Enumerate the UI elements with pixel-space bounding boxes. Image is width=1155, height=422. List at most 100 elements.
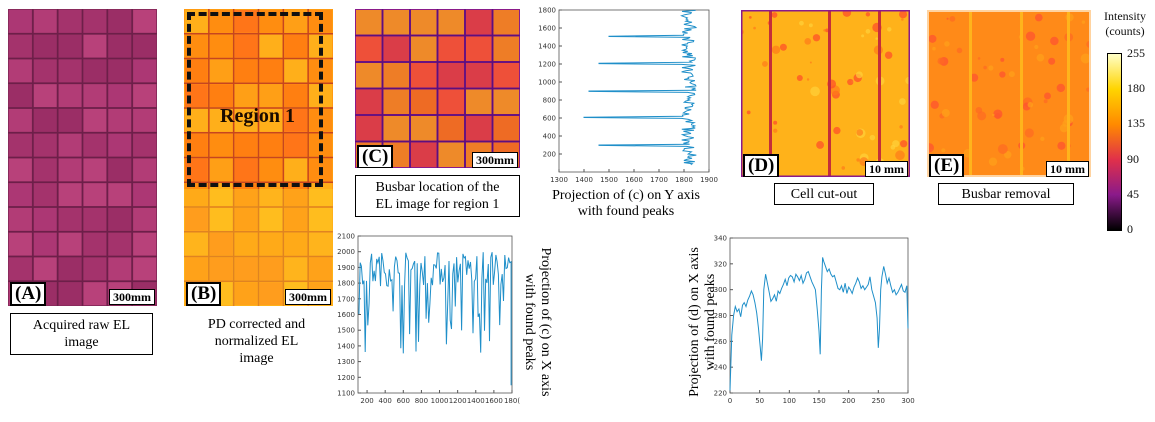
- solar-cell: [438, 36, 464, 61]
- x-tick-label: 1600: [485, 397, 503, 405]
- solar-cell: [83, 282, 107, 305]
- solar-cell: [58, 34, 82, 58]
- solar-cell: [438, 142, 464, 167]
- y-tick-label: 200: [543, 151, 556, 159]
- solar-cell: [309, 208, 332, 231]
- solar-cell: [356, 116, 382, 141]
- defect-spot: [930, 100, 939, 109]
- solar-cell: [9, 109, 32, 132]
- projection-line: [358, 252, 512, 386]
- defect-spot: [804, 37, 812, 45]
- y-tick-label: 1200: [337, 374, 355, 382]
- defect-spot: [941, 109, 950, 117]
- projection-y-caption-line-1: Projection of (c) on Y axis: [552, 188, 700, 203]
- x-tick-label: 250: [872, 397, 885, 405]
- defect-spot: [1044, 92, 1051, 100]
- solar-cell: [133, 257, 156, 281]
- solar-cell: [133, 34, 156, 58]
- solar-cell: [383, 10, 409, 35]
- defect-spot: [796, 74, 803, 81]
- defect-spot: [890, 144, 896, 150]
- solar-cell: [234, 208, 258, 231]
- solar-cell: [259, 232, 283, 256]
- defect-spot: [983, 65, 987, 70]
- panel-d-caption: Cell cut-out: [774, 183, 874, 205]
- defect-spot: [932, 46, 936, 51]
- busbar-line: [969, 10, 972, 177]
- cell-cutout-image: [741, 10, 910, 177]
- defect-spot: [809, 61, 812, 64]
- solar-cell: [234, 133, 258, 157]
- solar-cell: [133, 84, 156, 107]
- solar-cell: [466, 116, 492, 141]
- panel-c-tag: (C): [357, 145, 394, 168]
- solar-cell: [209, 232, 233, 256]
- x-tick-label: 50: [755, 397, 764, 405]
- defect-spot: [875, 37, 878, 40]
- y-tick-label: 600: [543, 115, 556, 123]
- solar-cell: [356, 63, 382, 88]
- busbar-line: [769, 10, 772, 177]
- defect-spot: [1008, 71, 1015, 78]
- solar-cell: [108, 232, 132, 256]
- y-tick-label: 1200: [538, 61, 556, 69]
- defect-spot: [869, 134, 876, 141]
- solar-cell: [259, 133, 283, 157]
- colorbar-tick-label: 255: [1127, 46, 1145, 60]
- defect-spot: [865, 12, 871, 17]
- y-tick-label: 260: [714, 338, 727, 346]
- x-tick-label: 150: [812, 397, 825, 405]
- defect-spot: [810, 86, 820, 97]
- x-tick-label: 1900: [700, 176, 718, 184]
- defect-spot: [823, 29, 826, 32]
- defect-spot: [1034, 13, 1043, 22]
- panel-a-caption-line-2: image: [64, 335, 99, 350]
- solar-cell: [284, 34, 308, 58]
- defect-spot: [779, 43, 787, 51]
- solar-cell: [284, 109, 308, 132]
- panel-a-caption: Acquired raw EL image: [10, 313, 153, 355]
- solar-cell: [33, 109, 57, 132]
- y-tick-label: 2100: [337, 233, 355, 241]
- solar-cell: [133, 158, 156, 182]
- colorbar-tick-label: 0: [1127, 222, 1133, 236]
- solar-cell: [259, 183, 283, 206]
- solar-cell: [83, 59, 107, 83]
- defect-spot: [949, 15, 956, 22]
- defect-spot: [899, 98, 906, 105]
- solar-cell: [108, 10, 132, 33]
- solar-cell: [9, 183, 32, 206]
- solar-cell: [185, 232, 208, 256]
- solar-cell: [58, 183, 82, 206]
- projection-line: [583, 9, 698, 166]
- solar-cell: [234, 158, 258, 182]
- projection-x-d-chart: 0 50 100 150 200 250 300 220 240 260 280 300 320 340: [714, 235, 915, 406]
- solar-cell: [234, 84, 258, 107]
- x-tick-label: 0: [728, 397, 732, 405]
- defect-spot: [773, 120, 778, 125]
- x-tick-label: 400: [378, 397, 391, 405]
- solar-cell: [383, 89, 409, 114]
- plot-area: [357, 235, 513, 394]
- panel-c-caption-line-1: Busbar location of the: [375, 180, 500, 195]
- x-tick-label: 600: [397, 397, 410, 405]
- defect-spot: [1057, 141, 1066, 150]
- panel-b-corrected-el-image: Region 1 (B) 300mm: [184, 9, 333, 306]
- busbar-line: [878, 10, 881, 177]
- solar-cell: [284, 84, 308, 107]
- defect-spot: [1027, 102, 1034, 108]
- solar-cell: [493, 36, 519, 61]
- cell-background: [927, 10, 1091, 177]
- solar-cell: [58, 133, 82, 157]
- solar-cell: [133, 232, 156, 256]
- panel-d-tag: (D): [743, 154, 780, 177]
- solar-cell: [438, 63, 464, 88]
- defect-spot: [1034, 44, 1039, 50]
- defect-spot: [1059, 124, 1069, 133]
- solar-cell: [133, 109, 156, 132]
- solar-cell: [83, 257, 107, 281]
- panel-c-region-1-image: (C) 300mm: [355, 9, 520, 168]
- defect-spot: [1004, 151, 1012, 159]
- raw-el-image: [8, 9, 157, 306]
- solar-cell: [33, 34, 57, 58]
